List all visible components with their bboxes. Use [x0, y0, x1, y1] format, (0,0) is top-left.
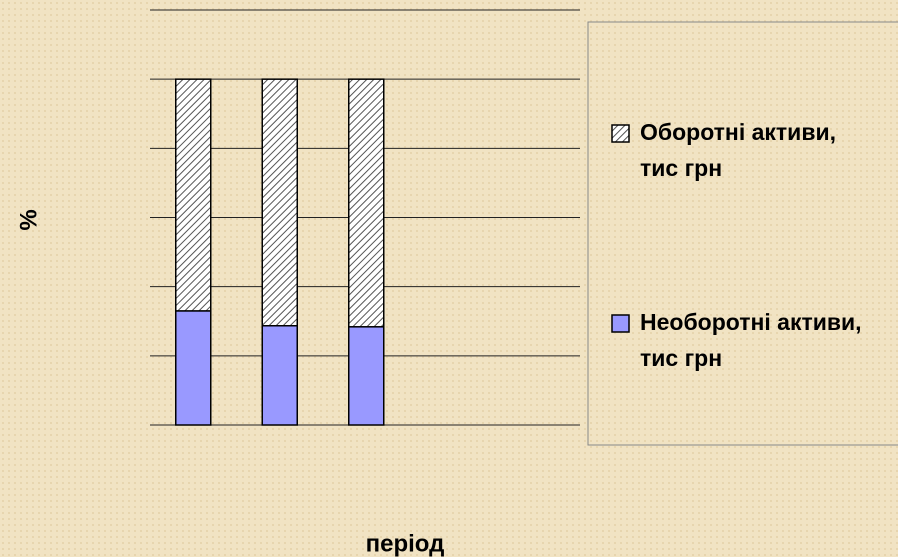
legend-swatch: [611, 124, 630, 143]
legend-swatch: [611, 314, 630, 333]
legend-label: Оборотні активи, тис грн: [640, 119, 836, 181]
bar-segment: [175, 310, 212, 426]
legend-label: Необоротні активи, тис грн: [640, 309, 862, 371]
bar-segment: [261, 324, 298, 426]
y-axis-label: %: [15, 209, 42, 230]
bar-segment: [348, 326, 385, 426]
bar-segment: [175, 78, 212, 312]
x-axis-label: період: [366, 530, 445, 557]
bar-segment: [261, 78, 298, 327]
legend-box: [587, 21, 898, 446]
bar-segment: [348, 78, 385, 328]
